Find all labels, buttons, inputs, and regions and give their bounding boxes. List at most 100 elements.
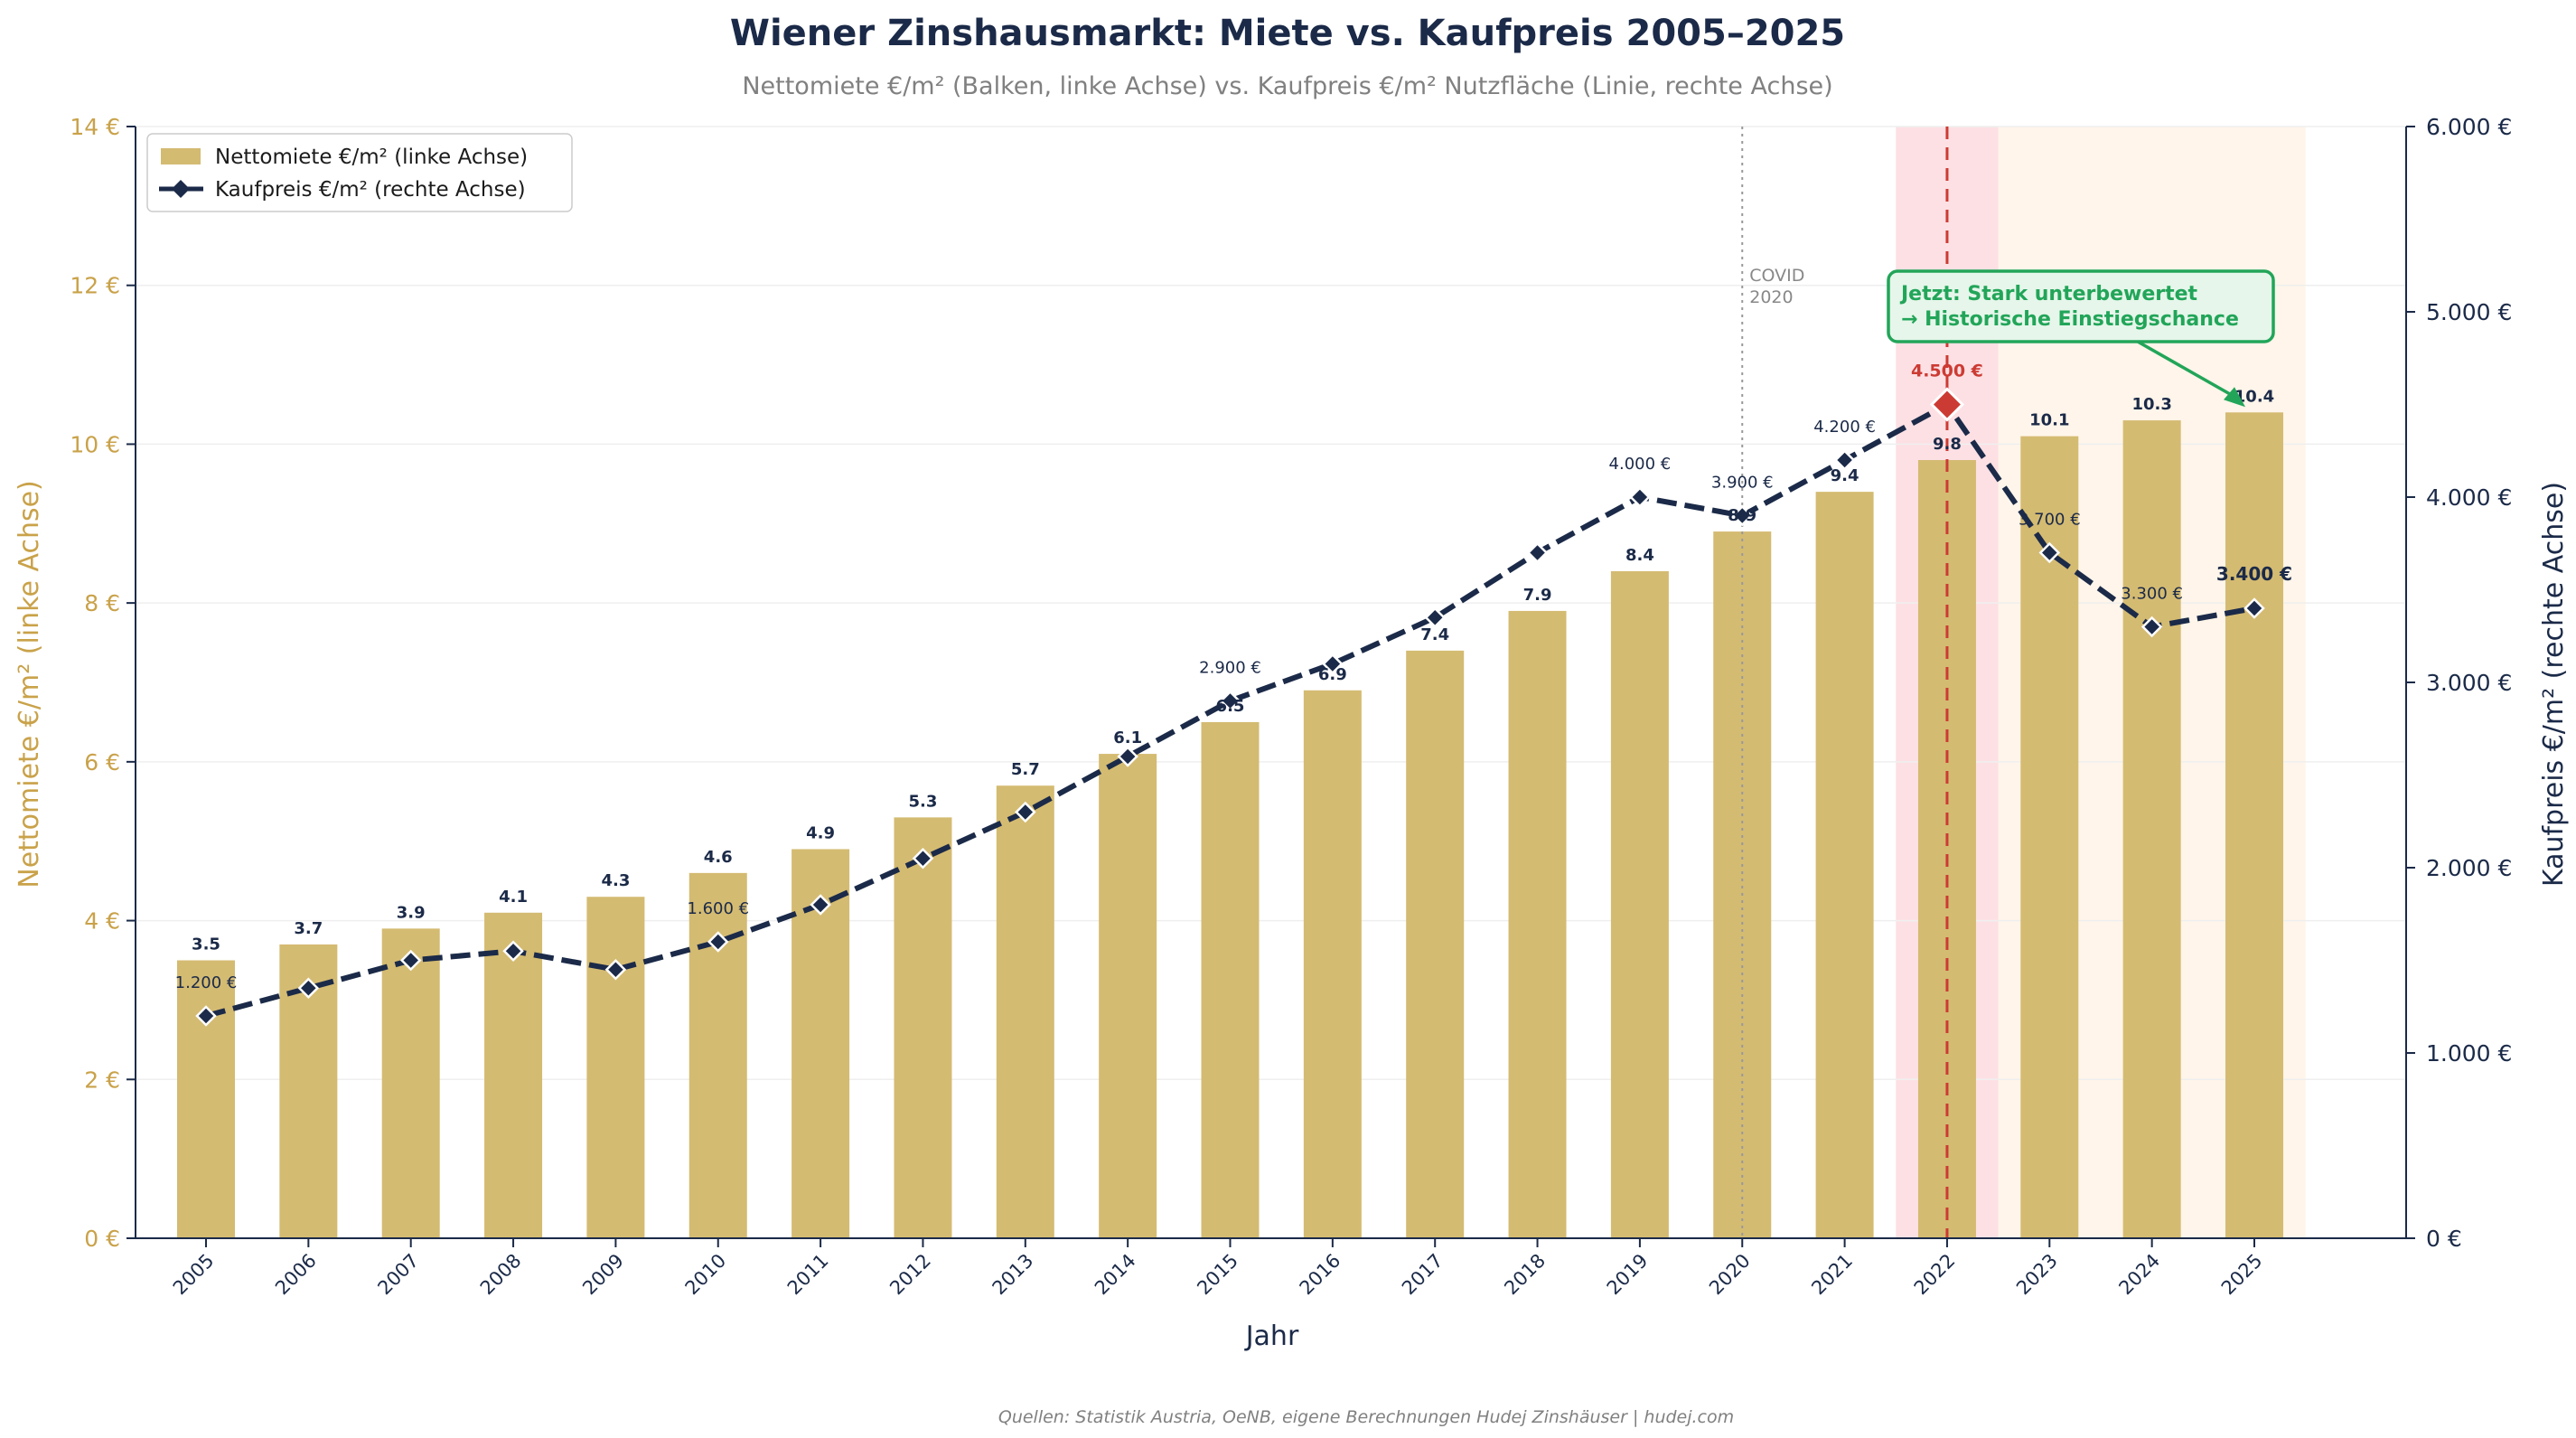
- bar-2017: [1406, 650, 1465, 1238]
- y-tick-label-left: 2 €: [84, 1067, 120, 1093]
- x-tick-label: 2020: [1705, 1250, 1755, 1300]
- price-marker: [1731, 504, 1754, 527]
- bars: [177, 412, 2283, 1239]
- bar-2010: [688, 872, 747, 1238]
- price-marker: [2038, 541, 2061, 564]
- price-value-label: 2.900 €: [1199, 659, 1261, 678]
- bar-2024: [2122, 420, 2181, 1239]
- x-tick-label: 2019: [1603, 1250, 1653, 1300]
- callout-box: [1887, 269, 2275, 343]
- callout-line1: Jetzt: Stark unterbewertet: [1899, 283, 2198, 305]
- footer-source: Quellen: Statistik Austria, OeNB, eigene…: [998, 1407, 1734, 1427]
- x-tick-label: 2008: [476, 1250, 526, 1300]
- price-marker: [2243, 597, 2265, 619]
- legend-swatch-marker: [172, 180, 190, 198]
- bar-value-label: 10.3: [2131, 395, 2171, 414]
- x-tick-label: 2022: [1910, 1250, 1960, 1300]
- price-value-label: 3.700 €: [2019, 511, 2081, 530]
- price-value-label: 3.300 €: [2121, 585, 2183, 604]
- x-tick-label: 2024: [2114, 1250, 2164, 1300]
- price-value-label: 4.000 €: [1609, 455, 1672, 474]
- x-tick-label: 2013: [988, 1250, 1038, 1300]
- bar-value-label: 7.4: [1420, 625, 1449, 644]
- price-value-label: 1.600 €: [687, 899, 749, 918]
- chart-title: Wiener Zinshausmarkt: Miete vs. Kaufprei…: [730, 13, 1845, 54]
- bar-value-label: 8.4: [1625, 546, 1654, 565]
- bar-value-label: 8.9: [1728, 506, 1756, 525]
- price-marker: [707, 931, 729, 953]
- bar-value-label: 7.9: [1523, 586, 1552, 605]
- bar-2012: [894, 817, 952, 1238]
- price-marker: [195, 1005, 217, 1027]
- bar-value-label: 9.4: [1831, 466, 1859, 485]
- x-tick-label: 2010: [681, 1250, 731, 1300]
- x-tick-label: 2014: [1091, 1250, 1140, 1300]
- covid-label-line1: COVID: [1749, 266, 1804, 286]
- x-tick-label: 2017: [1398, 1250, 1447, 1300]
- price-marker: [297, 977, 320, 1000]
- price-value-label: 4.200 €: [1813, 418, 1876, 437]
- bar-value-label: 4.6: [704, 848, 733, 867]
- data-labels: 3.5 3.7 3.9 4.1 4.3 4.6 4.9 5.3 5.7 6.1 6.5 6.9 7.4 7…: [175, 362, 2292, 993]
- price-marker: [1424, 606, 1446, 629]
- bar-2008: [484, 912, 543, 1238]
- price-marker: [1322, 653, 1344, 675]
- chart-subtitle: Nettomiete €/m² (Balken, linke Achse) vs…: [742, 72, 1832, 100]
- price-value-label: 4.500 €: [1911, 362, 1983, 381]
- x-tick-label: 2005: [169, 1250, 219, 1300]
- price-value-label: 1.200 €: [175, 973, 238, 992]
- bar-value-label: 6.9: [1318, 665, 1347, 684]
- callout-line2: → Historische Einstiegschance: [1901, 308, 2239, 331]
- x-tick-label: 2021: [1807, 1250, 1857, 1300]
- bar-value-label: 3.5: [192, 935, 220, 954]
- price-line: [195, 387, 2265, 1027]
- y-tick-label-right: 6.000 €: [2426, 114, 2512, 140]
- bar-2009: [586, 897, 645, 1238]
- legend-swatch-bar: [161, 148, 201, 164]
- x-tick-label: 2025: [2217, 1250, 2267, 1300]
- price-series-line: [205, 401, 2255, 1019]
- bar-2021: [1815, 492, 1874, 1238]
- x-tick-label: 2007: [373, 1250, 423, 1300]
- y-tick-label-right: 5.000 €: [2426, 299, 2512, 325]
- bar-2019: [1610, 571, 1669, 1238]
- y-tick-label-right: 2.000 €: [2426, 855, 2512, 881]
- price-marker: [912, 847, 934, 869]
- y-tick-label-right: 1.000 €: [2426, 1040, 2512, 1067]
- bar-value-label: 4.1: [499, 888, 528, 907]
- bar-2018: [1508, 610, 1567, 1238]
- legend: Nettomiete €/m² (linke Achse) Kaufpreis €…: [146, 133, 573, 212]
- bar-value-label: 9.8: [1933, 435, 1962, 454]
- bar-2015: [1201, 721, 1260, 1238]
- bar-2013: [996, 785, 1054, 1238]
- x-axis-label: Jahr: [1244, 1321, 1299, 1352]
- x-tick-label: 2012: [885, 1250, 935, 1300]
- y-tick-label-left: 6 €: [84, 749, 120, 775]
- bar-value-label: 3.9: [397, 903, 426, 922]
- peak-marker: [1929, 387, 1965, 422]
- price-marker: [810, 894, 831, 916]
- y-tick-label-left: 14 €: [70, 114, 120, 140]
- price-marker: [1833, 449, 1856, 471]
- bar-2016: [1303, 690, 1362, 1238]
- callout-arrow-head: [2224, 387, 2245, 408]
- bar-value-label: 5.7: [1011, 760, 1040, 779]
- price-marker: [1015, 801, 1036, 823]
- price-marker: [502, 940, 524, 963]
- bar-value-label: 10.4: [2234, 387, 2274, 406]
- bar-value-label: 5.3: [909, 792, 938, 811]
- price-marker: [1219, 690, 1241, 712]
- y-tick-label-left: 0 €: [84, 1226, 120, 1252]
- x-tick-label: 2011: [783, 1250, 833, 1300]
- price-marker: [1117, 746, 1138, 767]
- price-marker: [604, 958, 627, 981]
- bar-value-label: 6.5: [1216, 697, 1245, 716]
- y-tick-label-left: 4 €: [84, 908, 120, 935]
- price-value-label: 3.400 €: [2216, 563, 2292, 585]
- y-tick-label-left: 12 €: [70, 273, 120, 299]
- price-marker: [1629, 486, 1651, 508]
- legend-label-bar: Nettomiete €/m² (linke Achse): [215, 146, 528, 169]
- y-tick-label-left: 8 €: [84, 590, 120, 616]
- reference-lines: [1741, 127, 1949, 1238]
